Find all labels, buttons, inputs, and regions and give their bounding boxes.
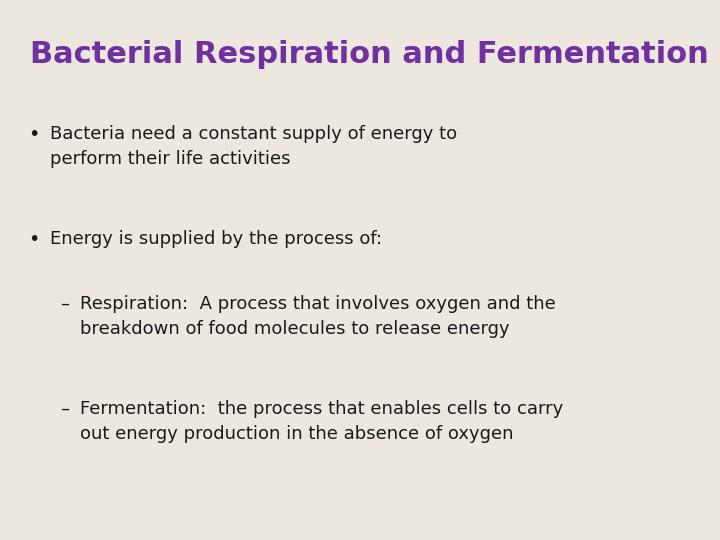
Text: •: • (28, 230, 40, 249)
Text: •: • (28, 125, 40, 144)
Text: Respiration:  A process that involves oxygen and the
breakdown of food molecules: Respiration: A process that involves oxy… (80, 295, 556, 338)
Text: Bacteria need a constant supply of energy to
perform their life activities: Bacteria need a constant supply of energ… (50, 125, 457, 168)
Text: –: – (60, 400, 69, 418)
Text: Fermentation:  the process that enables cells to carry
out energy production in : Fermentation: the process that enables c… (80, 400, 563, 443)
Text: –: – (60, 295, 69, 313)
Text: Energy is supplied by the process of:: Energy is supplied by the process of: (50, 230, 382, 248)
Text: Bacterial Respiration and Fermentation: Bacterial Respiration and Fermentation (30, 40, 708, 69)
